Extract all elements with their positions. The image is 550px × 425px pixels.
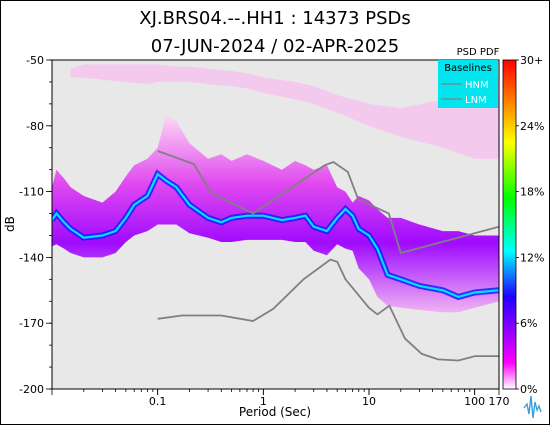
y-tick-label: -80 bbox=[26, 120, 44, 133]
legend-item-hnm: HNM bbox=[465, 80, 489, 91]
y-tick-label: -110 bbox=[19, 186, 44, 199]
colorbar-label: 30+ bbox=[520, 54, 543, 67]
colorbar-label: 18% bbox=[520, 186, 544, 199]
x-tick-label: 1 bbox=[260, 395, 267, 408]
y-tick-label: -140 bbox=[19, 251, 44, 264]
y-tick-label: -50 bbox=[26, 54, 44, 67]
y-tick-label: -200 bbox=[19, 383, 44, 396]
colorbar-label: 12% bbox=[520, 251, 544, 264]
colorbar-label: 24% bbox=[520, 120, 544, 133]
baseline-lnm bbox=[157, 258, 499, 362]
chart-subtitle: 07-JUN-2024 / 02-APR-2025 bbox=[151, 36, 399, 57]
colorbar-gradient bbox=[502, 59, 517, 390]
density-band-main-distribution bbox=[52, 114, 499, 313]
baseline-legend: Baselines HNM LNM bbox=[438, 60, 498, 108]
x-tick-label: 10 bbox=[362, 395, 376, 408]
x-tick-label: 0.1 bbox=[149, 395, 167, 408]
colorbar: PSD PDF 30+ 24% 18% 12% 6% 0% bbox=[457, 47, 545, 396]
colorbar-title: PSD PDF bbox=[457, 47, 500, 58]
colorbar-label: 0% bbox=[520, 383, 537, 396]
x-axis: 0.1 1 10 100 170 bbox=[51, 389, 510, 408]
baseline-layer bbox=[157, 150, 499, 362]
chart-title: XJ.BRS04.--.HH1 : 14373 PSDs bbox=[139, 8, 411, 29]
x-axis-label: Period (Sec) bbox=[239, 405, 311, 419]
legend-item-lnm: LNM bbox=[465, 95, 487, 106]
y-axis-label: dB bbox=[3, 216, 17, 232]
x-tick-label: 100 bbox=[464, 395, 485, 408]
legend-title: Baselines bbox=[444, 63, 492, 74]
x-tick-label: 170 bbox=[489, 395, 510, 408]
baseline-hnm bbox=[157, 150, 499, 255]
logo-icon bbox=[523, 395, 542, 419]
density-layer bbox=[52, 64, 499, 313]
density-band-high-noise-outliers bbox=[70, 64, 499, 159]
plot-border bbox=[51, 59, 500, 390]
y-tick-label: -170 bbox=[19, 317, 44, 330]
colorbar-label: 6% bbox=[520, 317, 537, 330]
density-peak-main-distribution bbox=[52, 172, 499, 299]
y-axis: -50 -80 -110 -140 -170 -200 bbox=[19, 54, 52, 396]
